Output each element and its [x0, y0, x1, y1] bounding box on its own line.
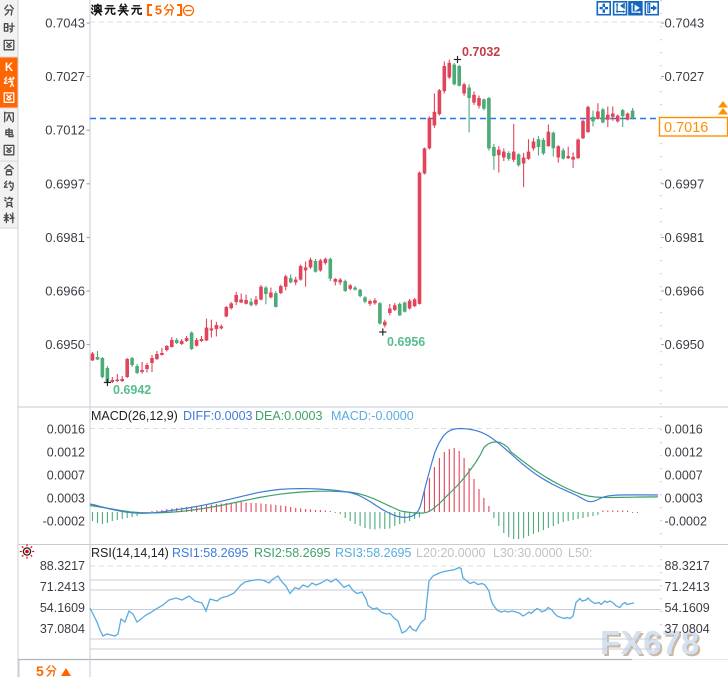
svg-text:0.0012: 0.0012 — [47, 446, 85, 460]
svg-text:RSI2:58.2695: RSI2:58.2695 — [254, 546, 330, 560]
svg-text:0.6950: 0.6950 — [45, 337, 85, 352]
svg-text:0.7043: 0.7043 — [45, 16, 85, 31]
svg-text:0.7016: 0.7016 — [664, 120, 708, 136]
svg-text:37.0804: 37.0804 — [665, 622, 710, 636]
svg-text:0.7027: 0.7027 — [45, 69, 85, 84]
svg-text:54.1609: 54.1609 — [665, 601, 710, 615]
svg-text:5: 5 — [155, 3, 162, 18]
svg-text:0.6981: 0.6981 — [45, 230, 85, 245]
svg-text:5: 5 — [36, 663, 44, 677]
svg-text:DEA:0.0003: DEA:0.0003 — [255, 409, 322, 423]
svg-text:0.7032: 0.7032 — [462, 45, 500, 59]
svg-text:0.6956: 0.6956 — [387, 335, 425, 349]
svg-text:71.2413: 71.2413 — [665, 580, 710, 594]
svg-text:0.0007: 0.0007 — [47, 469, 85, 483]
svg-text:0.7043: 0.7043 — [665, 16, 705, 31]
svg-text:MACD(26,12,9): MACD(26,12,9) — [91, 409, 178, 423]
svg-text:0.6942: 0.6942 — [113, 383, 151, 397]
svg-text:0.7027: 0.7027 — [665, 69, 705, 84]
svg-text:0.6981: 0.6981 — [665, 230, 705, 245]
svg-text:FX678: FX678 — [600, 624, 700, 661]
svg-text:L50:: L50: — [568, 546, 592, 560]
svg-text:MACD:-0.0000: MACD:-0.0000 — [331, 409, 414, 423]
svg-text:0.7012: 0.7012 — [45, 123, 85, 138]
svg-text:L20:20.0000: L20:20.0000 — [416, 546, 486, 560]
svg-text:0.0016: 0.0016 — [665, 423, 703, 437]
svg-text:RSI(14,14,14): RSI(14,14,14) — [91, 546, 169, 560]
svg-text:0.0012: 0.0012 — [665, 446, 703, 460]
svg-text:54.1609: 54.1609 — [40, 601, 85, 615]
svg-text:0.6950: 0.6950 — [665, 337, 705, 352]
svg-text:0.6997: 0.6997 — [45, 176, 85, 191]
svg-text:0.0007: 0.0007 — [665, 469, 703, 483]
svg-text:FX678: FX678 — [602, 626, 702, 663]
svg-text:-0.0002: -0.0002 — [43, 515, 85, 529]
svg-text:0.0016: 0.0016 — [47, 423, 85, 437]
svg-text:0.0003: 0.0003 — [47, 492, 85, 506]
svg-text:71.2413: 71.2413 — [40, 580, 85, 594]
svg-text:L30:30.0000: L30:30.0000 — [493, 546, 563, 560]
svg-text:RSI1:58.2695: RSI1:58.2695 — [172, 546, 248, 560]
svg-text:K: K — [5, 62, 14, 74]
svg-text:DIFF:0.0003: DIFF:0.0003 — [183, 409, 253, 423]
svg-text:37.0804: 37.0804 — [40, 622, 85, 636]
svg-text:88.3217: 88.3217 — [40, 559, 85, 573]
svg-text:0.6966: 0.6966 — [665, 284, 705, 299]
svg-text:-0.0002: -0.0002 — [665, 515, 707, 529]
svg-text:RSI3:58.2695: RSI3:58.2695 — [335, 546, 411, 560]
svg-text:88.3217: 88.3217 — [665, 559, 710, 573]
svg-text:0.6997: 0.6997 — [665, 176, 705, 191]
svg-text:0.6966: 0.6966 — [45, 284, 85, 299]
svg-text:0.0003: 0.0003 — [665, 492, 703, 506]
